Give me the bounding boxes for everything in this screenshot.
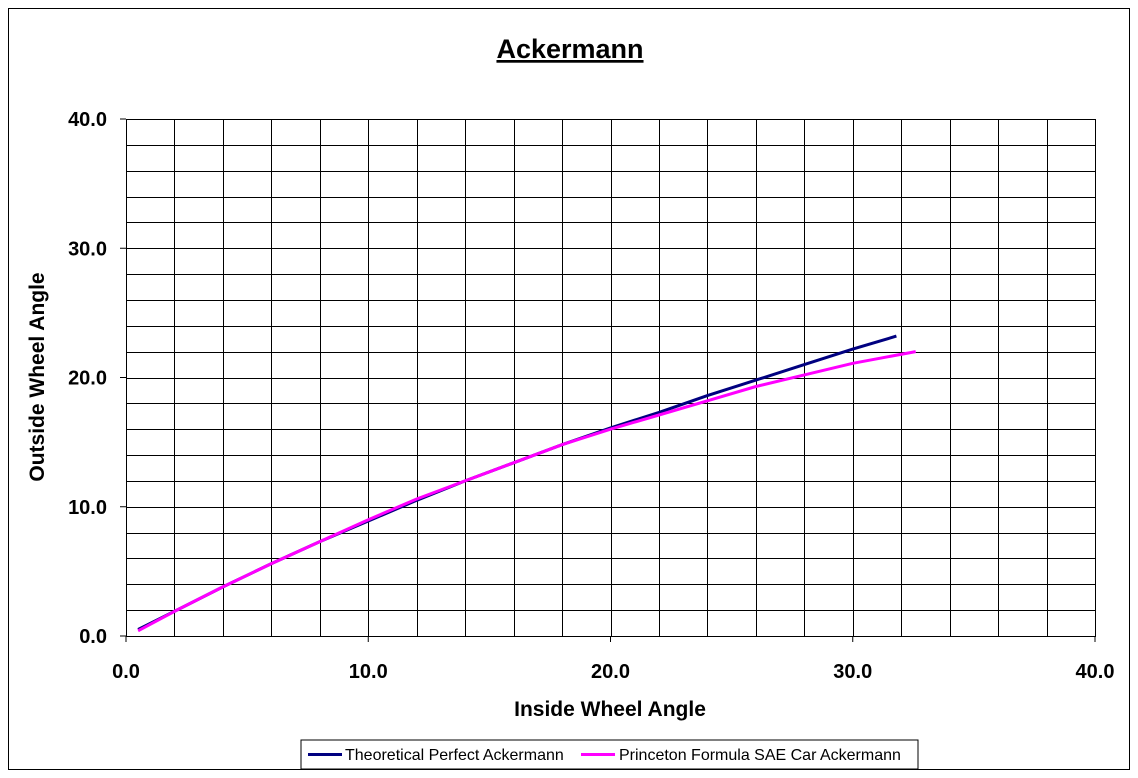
plot-background <box>126 119 1095 636</box>
legend-label-theoretical: Theoretical Perfect Ackermann <box>345 747 564 764</box>
x-axis-tick-labels: 0.0 10.0 20.0 30.0 40.0 <box>112 636 1114 683</box>
vertical-gridlines <box>174 119 1048 636</box>
series-line-1 <box>137 350 916 633</box>
y-tick-label: 30.0 <box>68 238 107 260</box>
x-tick-label: 30.0 <box>833 661 872 683</box>
y-tick-label: 0.0 <box>79 626 107 648</box>
y-axis-title: Outside Wheel Angle <box>26 272 49 481</box>
x-tick-label: 40.0 <box>1076 661 1115 683</box>
x-tick-label: 0.0 <box>112 661 140 683</box>
legend-label-princeton: Princeton Formula SAE Car Ackermann <box>619 747 901 764</box>
horizontal-gridlines <box>126 145 1095 611</box>
y-tick-label: 10.0 <box>68 497 107 519</box>
legend: Theoretical Perfect Ackermann Princeton … <box>300 739 919 770</box>
x-tick-label: 10.0 <box>349 661 388 683</box>
plot-area <box>126 119 1096 637</box>
x-axis-title: Inside Wheel Angle <box>514 698 706 721</box>
x-tick-label: 20.0 <box>591 661 630 683</box>
y-tick-label: 20.0 <box>68 368 107 390</box>
y-tick-label: 40.0 <box>68 109 107 131</box>
y-axis-tick-labels: 0.0 10.0 20.0 30.0 40.0 <box>68 109 126 648</box>
series-lines <box>137 334 916 633</box>
chart-title: Ackermann <box>496 34 643 64</box>
